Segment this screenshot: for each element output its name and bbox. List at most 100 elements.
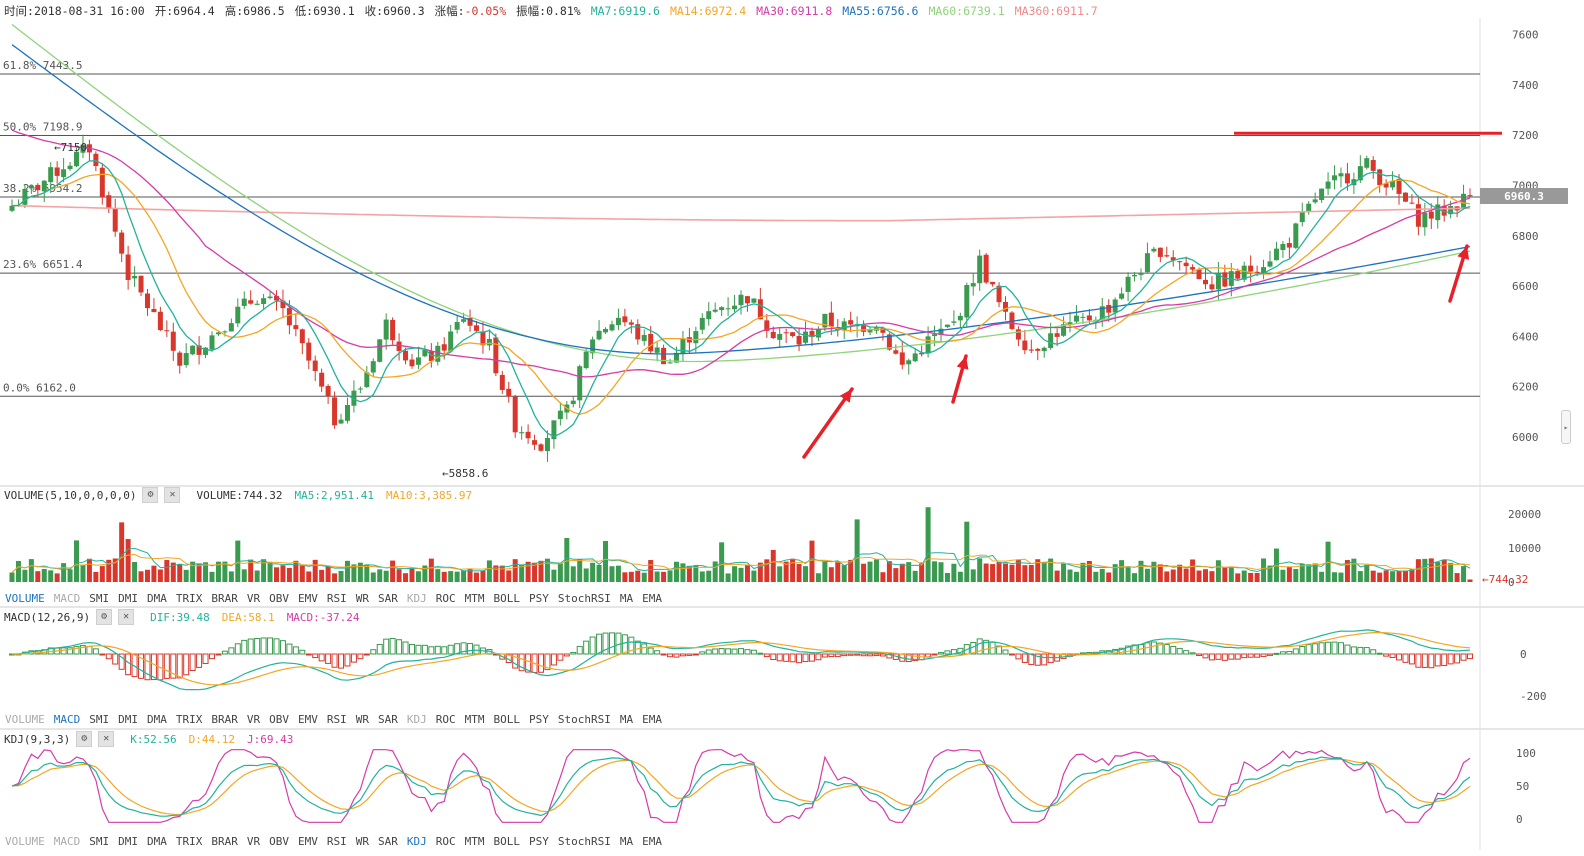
volume-bar — [1415, 559, 1421, 582]
tab-brar[interactable]: BRAR — [211, 712, 238, 726]
tab-sar[interactable]: SAR — [378, 834, 398, 848]
gear-icon[interactable]: ⚙ — [142, 487, 159, 503]
chevron-right-icon[interactable]: ▸ — [1561, 410, 1571, 444]
tab-sar[interactable]: SAR — [378, 712, 398, 726]
volume-bar — [873, 559, 879, 582]
ma-value: MA14:6972.4 — [669, 4, 747, 18]
close-icon[interactable]: ✕ — [98, 731, 115, 747]
tab-rsi[interactable]: RSI — [326, 712, 347, 726]
tab-kdj[interactable]: KDJ — [406, 712, 427, 726]
tab-brar[interactable]: BRAR — [211, 834, 238, 848]
candle-body — [751, 298, 757, 303]
tab-psy[interactable]: PSY — [529, 712, 549, 726]
tab-wr[interactable]: WR — [355, 834, 369, 848]
tab-vr[interactable]: VR — [246, 834, 261, 848]
volume-bar — [286, 567, 292, 582]
tab-ema[interactable]: EMA — [642, 834, 662, 848]
tab-mtm[interactable]: MTM — [464, 834, 485, 848]
macd-histogram-bar — [1318, 642, 1325, 655]
volume-bar — [306, 571, 312, 582]
tab-ema[interactable]: EMA — [642, 591, 662, 605]
volume-bar — [1112, 564, 1118, 582]
macd-histogram-bar — [118, 653, 125, 670]
tab-stochrsi[interactable]: StochRSI — [557, 712, 611, 726]
volume-bar — [319, 569, 325, 582]
volume-bar — [1267, 565, 1273, 582]
macd-histogram-bar — [776, 653, 783, 662]
tab-obv[interactable]: OBV — [269, 591, 289, 605]
tab-volume[interactable]: VOLUME — [5, 834, 45, 848]
tab-mtm[interactable]: MTM — [464, 591, 485, 605]
volume-bar — [41, 568, 47, 582]
tab-emv[interactable]: EMV — [298, 712, 318, 726]
tab-mtm[interactable]: MTM — [464, 712, 485, 726]
tab-stochrsi[interactable]: StochRSI — [557, 591, 611, 605]
tab-dma[interactable]: DMA — [147, 712, 167, 726]
tab-boll[interactable]: BOLL — [493, 591, 521, 605]
tab-smi[interactable]: SMI — [89, 712, 110, 726]
tab-kdj[interactable]: KDJ — [406, 834, 427, 848]
volume-bar — [906, 562, 912, 582]
volume-bar — [1286, 567, 1292, 582]
tab-smi[interactable]: SMI — [89, 591, 110, 605]
tab-psy[interactable]: PSY — [529, 834, 549, 848]
tab-roc[interactable]: ROC — [435, 712, 456, 726]
tab-smi[interactable]: SMI — [89, 834, 110, 848]
tab-volume[interactable]: VOLUME — [5, 712, 45, 726]
tab-obv[interactable]: OBV — [269, 712, 289, 726]
tab-dmi[interactable]: DMI — [118, 712, 138, 726]
tab-trix[interactable]: TRIX — [175, 834, 203, 848]
tab-volume[interactable]: VOLUME — [5, 591, 45, 605]
tab-dmi[interactable]: DMI — [118, 591, 138, 605]
tab-ma[interactable]: MA — [619, 591, 634, 605]
macd-histogram-bar — [467, 643, 474, 655]
close-icon[interactable]: ✕ — [118, 609, 135, 625]
tab-dma[interactable]: DMA — [147, 591, 167, 605]
tab-wr[interactable]: WR — [355, 591, 369, 605]
tab-boll[interactable]: BOLL — [493, 834, 521, 848]
tab-rsi[interactable]: RSI — [326, 834, 347, 848]
tab-rsi[interactable]: RSI — [326, 591, 347, 605]
tab-ema[interactable]: EMA — [642, 712, 662, 726]
candle-body — [1409, 202, 1415, 204]
tab-psy[interactable]: PSY — [529, 591, 549, 605]
candle-body — [1177, 261, 1183, 263]
tab-trix[interactable]: TRIX — [175, 591, 203, 605]
macd-histogram-bar — [402, 641, 409, 655]
tab-roc[interactable]: ROC — [435, 591, 456, 605]
tab-wr[interactable]: WR — [355, 712, 369, 726]
volume-bar — [1170, 569, 1176, 582]
tab-kdj[interactable]: KDJ — [406, 591, 427, 605]
tab-dmi[interactable]: DMI — [118, 834, 138, 848]
candle-body — [403, 350, 409, 361]
tab-vr[interactable]: VR — [246, 591, 261, 605]
tab-brar[interactable]: BRAR — [211, 591, 238, 605]
volume-bar — [138, 571, 144, 582]
volume-bar — [448, 571, 454, 582]
tab-emv[interactable]: EMV — [298, 591, 318, 605]
tab-ma[interactable]: MA — [619, 712, 634, 726]
candle-body — [1364, 158, 1370, 168]
kdj-axis-label: 100 — [1516, 747, 1536, 760]
tab-dma[interactable]: DMA — [147, 834, 167, 848]
candle-body — [222, 331, 228, 333]
gear-icon[interactable]: ⚙ — [96, 609, 113, 625]
tab-boll[interactable]: BOLL — [493, 712, 521, 726]
tab-roc[interactable]: ROC — [435, 834, 456, 848]
tab-macd[interactable]: MACD — [53, 591, 81, 605]
tab-sar[interactable]: SAR — [378, 591, 398, 605]
tab-stochrsi[interactable]: StochRSI — [557, 834, 611, 848]
candle-body — [1190, 267, 1196, 270]
tab-trix[interactable]: TRIX — [175, 712, 203, 726]
close-icon[interactable]: ✕ — [164, 487, 181, 503]
volume-bar — [1402, 570, 1408, 582]
tab-obv[interactable]: OBV — [269, 834, 289, 848]
tab-emv[interactable]: EMV — [298, 834, 318, 848]
tab-macd[interactable]: MACD — [53, 834, 81, 848]
tab-ma[interactable]: MA — [619, 834, 634, 848]
gear-icon[interactable]: ⚙ — [76, 731, 93, 747]
macd-histogram-bar — [1299, 646, 1306, 655]
tab-vr[interactable]: VR — [246, 712, 261, 726]
tab-macd[interactable]: MACD — [53, 712, 81, 726]
